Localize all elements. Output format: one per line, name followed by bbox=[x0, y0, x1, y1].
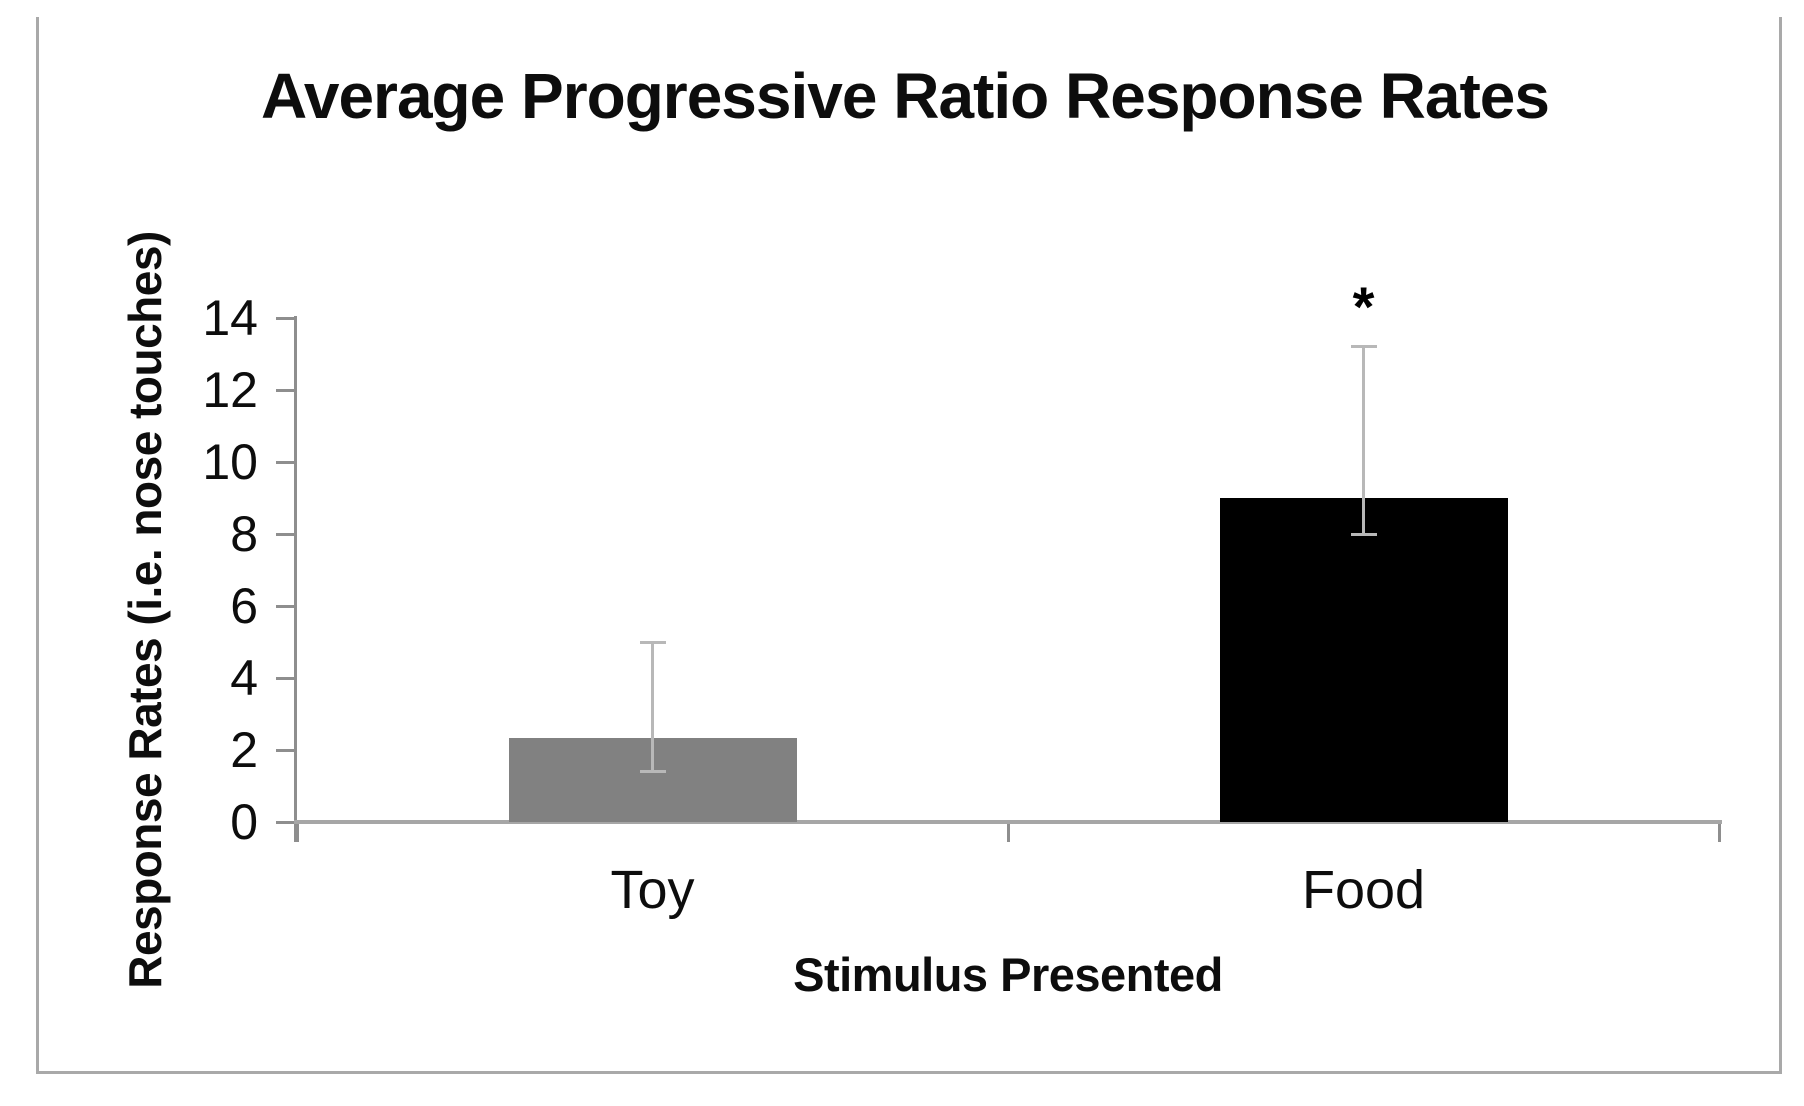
bar-food bbox=[1219, 498, 1508, 822]
x-axis-line bbox=[294, 820, 1722, 824]
x-axis-tick bbox=[1006, 824, 1010, 842]
y-axis-tick bbox=[276, 316, 294, 320]
x-axis-tick bbox=[1717, 824, 1721, 842]
y-tick-label: 0 bbox=[230, 794, 258, 850]
error-bar-line bbox=[1362, 346, 1365, 534]
chart-title: Average Progressive Ratio Response Rates bbox=[261, 60, 1550, 132]
y-tick-label: 10 bbox=[202, 434, 258, 490]
error-bar-line bbox=[651, 642, 654, 772]
significance-asterisk: * bbox=[1352, 274, 1375, 338]
y-tick-label: 12 bbox=[202, 362, 258, 418]
y-axis-tick bbox=[276, 604, 294, 608]
y-tick-label: 14 bbox=[202, 290, 258, 346]
y-axis-tick bbox=[276, 388, 294, 392]
error-bar-cap-top bbox=[639, 640, 666, 644]
error-bar-cap-bottom bbox=[1350, 532, 1377, 536]
x-category-label: Toy bbox=[610, 860, 695, 920]
x-category-label: Food bbox=[1301, 860, 1426, 920]
y-axis-line bbox=[294, 316, 297, 842]
error-bar-cap-bottom bbox=[639, 770, 666, 774]
x-axis-tick bbox=[295, 824, 299, 842]
y-axis-tick bbox=[276, 460, 294, 464]
error-bar-cap-top bbox=[1350, 345, 1377, 349]
y-tick-label: 8 bbox=[230, 506, 258, 562]
y-axis-tick bbox=[276, 748, 294, 752]
y-axis-tick bbox=[276, 820, 294, 824]
y-tick-label: 4 bbox=[230, 650, 258, 706]
y-tick-label: 2 bbox=[230, 722, 258, 778]
y-tick-label: 6 bbox=[230, 578, 258, 634]
y-axis-tick bbox=[276, 676, 294, 680]
x-axis-title: Stimulus Presented bbox=[793, 948, 1223, 1001]
y-axis-tick bbox=[276, 532, 294, 536]
figure-border bbox=[36, 17, 1782, 1074]
